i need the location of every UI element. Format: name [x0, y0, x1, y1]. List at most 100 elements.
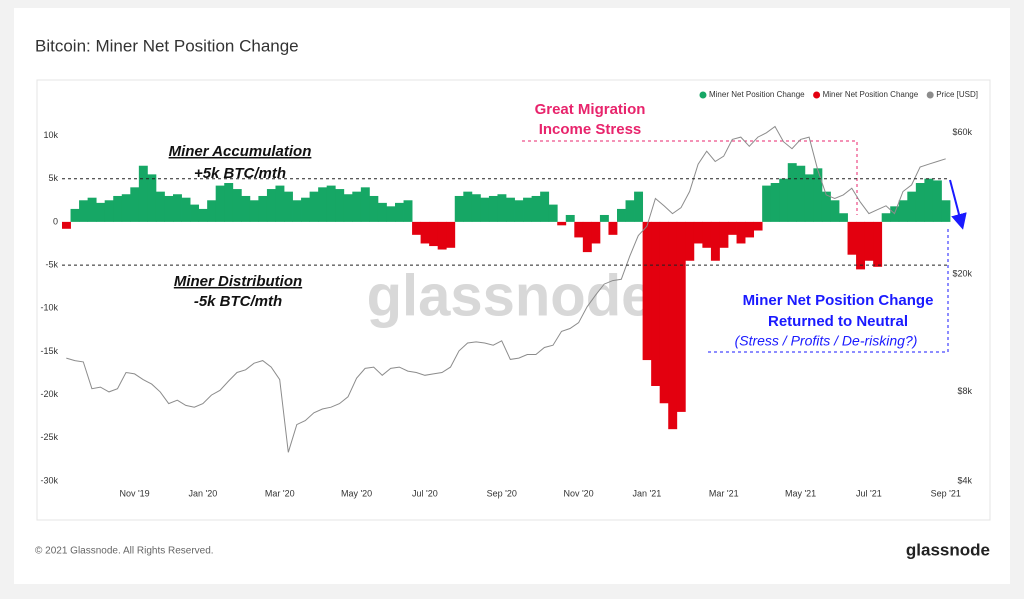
bar: [719, 221, 729, 248]
plot: 10k 5k 0 -5k -10k -15k -20k -25k -30k $60k $20k $8k…: [40, 127, 972, 498]
bar: [736, 221, 746, 244]
bar: [599, 214, 609, 222]
bar: [582, 221, 592, 253]
bar: [745, 221, 755, 238]
bar: [924, 178, 934, 222]
bar: [668, 221, 678, 430]
bar: [864, 221, 874, 261]
bar: [275, 185, 285, 222]
x-tick-label: Nov '19: [119, 488, 149, 498]
y2-tick-label: $4k: [957, 475, 972, 485]
bar: [753, 221, 763, 231]
bar: [309, 191, 319, 222]
bar: [531, 195, 541, 222]
y2-tick-label: $20k: [952, 268, 972, 278]
bar: [796, 165, 806, 222]
x-tick-label: May '21: [785, 488, 816, 498]
bar: [429, 221, 439, 247]
bar: [762, 185, 772, 222]
annotation: Returned to Neutral: [768, 313, 908, 330]
legend-label: Miner Net Position Change: [709, 90, 805, 99]
bar: [821, 191, 831, 222]
bar: [881, 213, 891, 222]
bar: [728, 221, 737, 235]
bar: [915, 183, 925, 222]
annotation: Great Migration: [535, 101, 646, 118]
annotation: -5k BTC/mth: [194, 293, 282, 310]
legend-label: Price [USD]: [936, 90, 978, 99]
bar: [224, 183, 234, 222]
bar: [232, 189, 242, 222]
bar: [693, 221, 703, 244]
bar: [215, 185, 225, 222]
bar: [856, 221, 866, 270]
bar: [454, 195, 464, 222]
bar: [403, 200, 413, 222]
price-line: [66, 125, 946, 453]
annotations: Great Migration Income Stress Miner Accu…: [62, 101, 967, 453]
bar: [241, 195, 251, 222]
annotation: (Stress / Profits / De-risking?): [735, 333, 918, 349]
annotation: +5k BTC/mth: [194, 165, 286, 182]
bar: [249, 200, 259, 222]
bar: [181, 197, 191, 222]
y-tick-label: -15k: [40, 346, 58, 356]
bar: [420, 221, 430, 244]
bar: [574, 221, 584, 238]
legend-swatch: [813, 91, 821, 99]
x-tick-label: Nov '20: [563, 488, 593, 498]
x-tick-label: Jan '20: [189, 488, 218, 498]
bar: [104, 200, 114, 222]
bar: [770, 183, 780, 222]
legend-swatch: [699, 91, 707, 99]
bar: [540, 191, 550, 222]
bar: [480, 197, 490, 222]
annotation: Miner Distribution: [174, 273, 302, 290]
chart-frame: [36, 79, 991, 521]
bar: [369, 195, 379, 222]
bar: [591, 221, 601, 244]
bar: [932, 180, 942, 222]
bar: [395, 202, 404, 222]
bar: [164, 195, 174, 222]
bar: [471, 194, 481, 222]
bar: [710, 221, 720, 261]
bar: [685, 221, 695, 261]
bar: [70, 208, 80, 222]
bar: [625, 200, 635, 222]
bar: [787, 163, 797, 222]
bar: [463, 191, 473, 222]
bar: [79, 200, 89, 222]
y-tick-label: -30k: [40, 475, 58, 485]
bar: [258, 195, 268, 222]
bar: [548, 204, 558, 222]
x-tick-label: Mar '20: [265, 488, 295, 498]
bar: [506, 197, 515, 222]
bar: [87, 197, 97, 222]
bar: [318, 187, 328, 222]
bar: [335, 189, 345, 222]
bar: [130, 187, 140, 222]
y-tick-label: -10k: [40, 303, 58, 313]
bar: [830, 200, 840, 222]
x-tick-label: Jul '20: [412, 488, 438, 498]
x-tick-label: Sep '21: [931, 488, 961, 498]
bar: [62, 221, 71, 229]
bar: [113, 195, 123, 222]
bar: [839, 213, 848, 222]
annotation: Miner Accumulation: [169, 143, 312, 160]
y-tick-label: -25k: [40, 432, 58, 442]
legend-swatch: [926, 91, 934, 99]
bar: [266, 189, 276, 222]
bar: [488, 195, 498, 222]
bar: [651, 221, 661, 386]
x-tick-label: Jul '21: [856, 488, 882, 498]
bar: [155, 191, 165, 222]
bar: [147, 174, 157, 222]
bar: [557, 221, 567, 226]
bar: [360, 187, 370, 222]
bar: [941, 200, 951, 222]
bar: [121, 194, 131, 222]
footer: © 2021 Glassnode. All Rights Reserved.: [35, 546, 214, 557]
bar: [907, 191, 917, 222]
